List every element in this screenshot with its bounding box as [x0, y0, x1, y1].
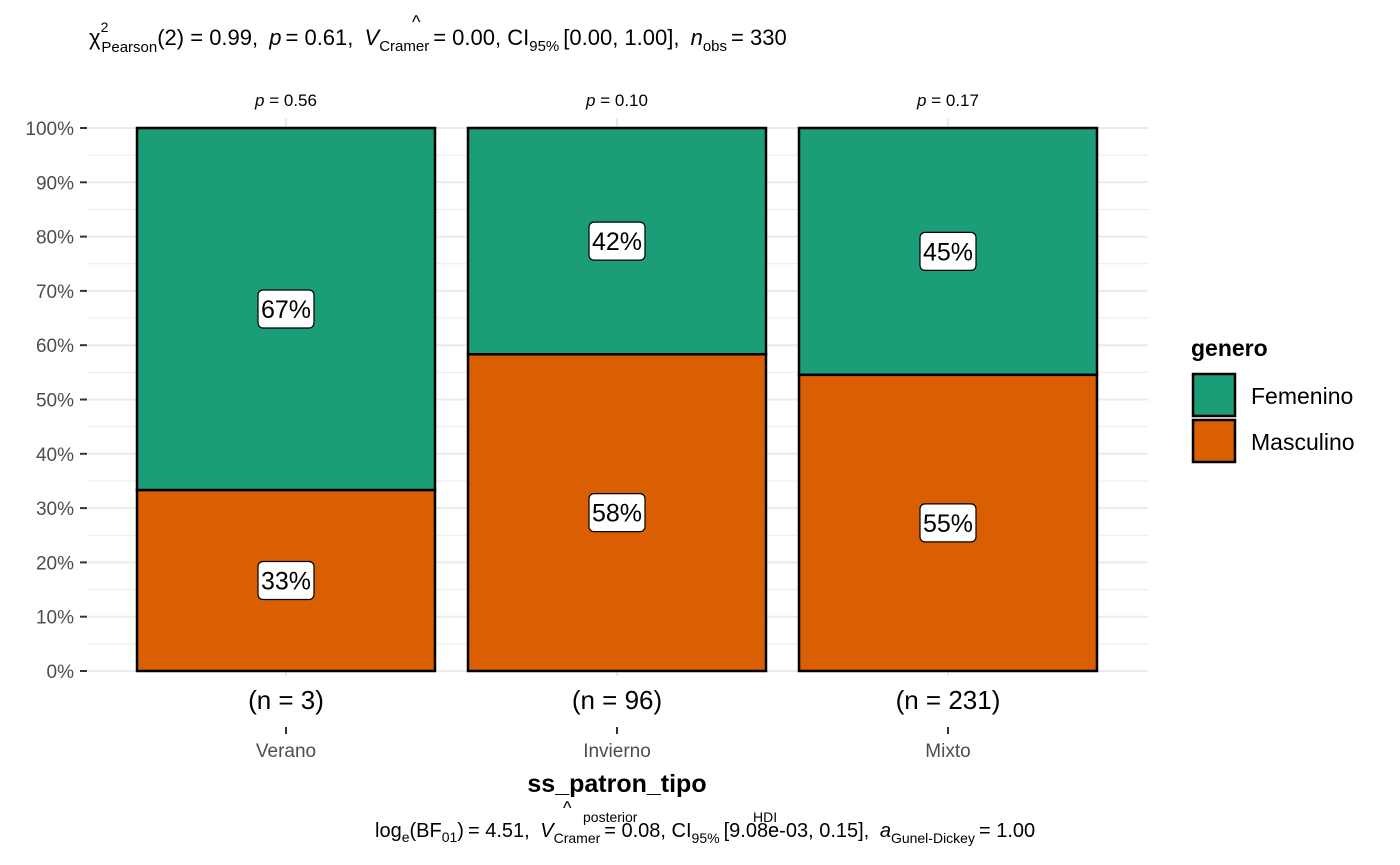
legend-key-masculino [1191, 418, 1237, 464]
ci-hdi-value: [9.08e-03, 0.15], [724, 820, 870, 842]
svg-text:posterior: posterior [583, 809, 638, 825]
top-stats-subtitle: χ2 Pearson(2) = 0.99, p = 0.61, VCramer = 0… [89, 12, 787, 56]
data-label-box [588, 493, 646, 533]
y-axis: 0% 10% 20% 30% 40% 50% 60% 70% 80% 90% 100% [25, 119, 87, 683]
y-tick-label: 100% [25, 119, 74, 140]
bf-value: = 4.51, [468, 820, 530, 842]
y-tick-label: 40% [36, 445, 74, 466]
svg-text:HDI: HDI [753, 809, 777, 825]
bottom-stats-caption: loge(BF01) = 4.51, VCramer = 0.08, CI95% [9… [375, 798, 1035, 846]
p-value-label: p = 0.17 [916, 91, 979, 110]
data-label: 45% [923, 238, 973, 266]
v-hat: ^ [412, 12, 421, 32]
svg-text:loge(BF01)= 4.51, VCrame: loge(BF01) = 4.51, VCramer = 0.08, CI95% [9… [375, 820, 1035, 846]
svg-text:^: ^ [563, 798, 572, 818]
count-label: (n = 96) [572, 685, 662, 715]
p-value-labels: p = 0.56 p = 0.10 p = 0.17 [254, 91, 979, 110]
count-label: (n = 231) [896, 685, 1001, 715]
p-value-label: p = 0.10 [585, 91, 648, 110]
x-tick-label: Invierno [583, 741, 651, 762]
legend-title: genero [1191, 335, 1268, 361]
data-label: 33% [261, 568, 311, 596]
data-label-box [257, 560, 315, 601]
data-label: 67% [261, 296, 311, 324]
data-label: 58% [592, 500, 642, 528]
cramer-sub: Cramer [379, 38, 429, 55]
legend-key-femenino [1191, 372, 1237, 418]
bars: 33% 67% 58% 42% 55% 45% [135, 126, 1099, 673]
chi-sup: 2 [101, 19, 109, 35]
y-tick-label: 80% [36, 228, 74, 249]
chi-value: (2) = 0.99, [157, 25, 258, 50]
y-tick-label: 30% [36, 499, 74, 520]
x-axis: (n = 3) Verano (n = 96) Invierno (n = 231) Mi… [248, 685, 1000, 762]
data-label-box [257, 289, 315, 329]
y-tick-label: 10% [36, 608, 74, 629]
n-value: = 330 [731, 25, 787, 50]
y-tick-label: 20% [36, 553, 74, 574]
y-tick-label: 90% [36, 173, 74, 194]
chi-symbol: χ [89, 25, 101, 50]
x-tick-label: Verano [256, 741, 316, 762]
data-label-box [919, 503, 977, 543]
data-label-box [919, 231, 977, 271]
y-tick-label: 60% [36, 336, 74, 357]
n-sub: obs [703, 38, 727, 55]
p-value: = 0.61, [286, 25, 354, 50]
data-label: 55% [923, 510, 973, 538]
data-label: 42% [592, 228, 642, 256]
ci-sub: 95% [529, 38, 559, 55]
ci-value: [0.00, 1.00], [563, 25, 679, 50]
cramer-value: = 0.00, CI [433, 25, 529, 50]
cramer-post-value: = 0.08, CI [604, 820, 691, 842]
x-axis-title: ss_patron_tipo [527, 770, 706, 798]
count-label: (n = 3) [248, 685, 324, 715]
y-tick-label: 50% [36, 391, 74, 412]
y-tick-label: 0% [47, 662, 75, 683]
p-value-label: p = 0.56 [254, 91, 317, 110]
chi-sub: Pearson [101, 39, 157, 56]
y-tick-label: 70% [36, 282, 74, 303]
data-label-box [588, 221, 646, 261]
legend: genero Femenino Masculino [1191, 335, 1355, 464]
a-value: = 1.00 [979, 820, 1035, 842]
legend-label-masculino: Masculino [1251, 429, 1355, 455]
legend-label-femenino: Femenino [1251, 383, 1353, 409]
x-tick-label: Mixto [925, 741, 970, 762]
